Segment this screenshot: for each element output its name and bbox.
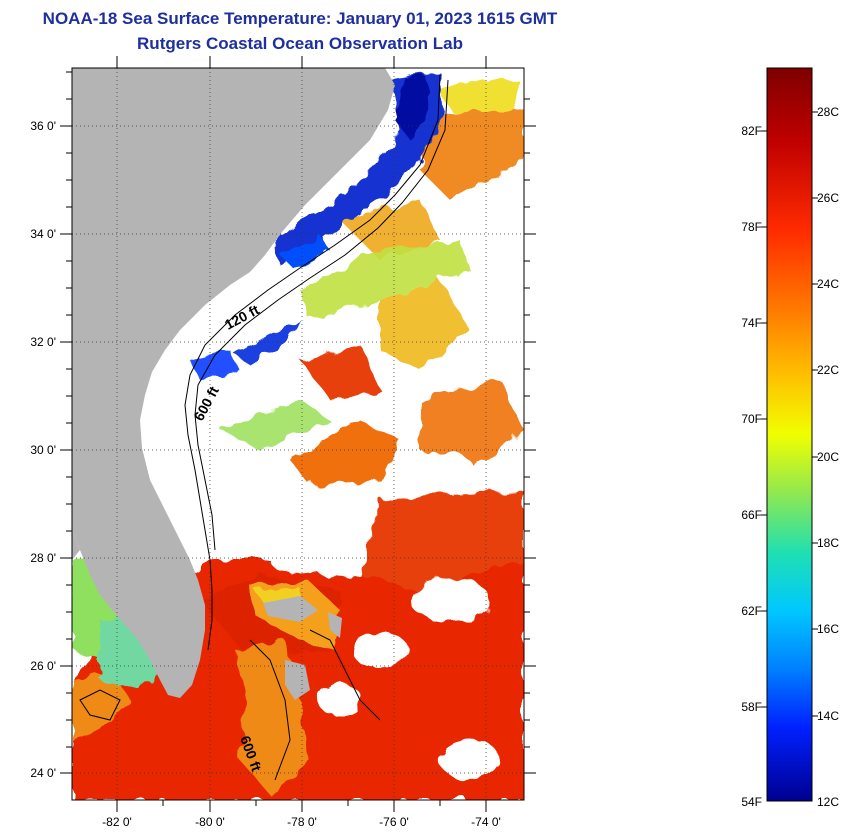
mid-ocean-patches — [290, 100, 524, 485]
fahrenheit-label: 70F — [741, 412, 762, 426]
celsius-label: 28C — [817, 105, 839, 119]
celsius-label: 24C — [817, 277, 839, 291]
latitude-labels: 36 0' 34 0' 32 0' 30 0' 28 0' 26 0' 24 0… — [30, 119, 56, 780]
celsius-label: 16C — [817, 622, 839, 636]
lat-label: 26 0' — [30, 659, 56, 673]
lat-label: 28 0' — [30, 551, 56, 565]
isobath-contours — [79, 74, 449, 781]
axis-ticks — [60, 56, 536, 812]
celsius-label: 20C — [817, 450, 839, 464]
fahrenheit-label: 58F — [741, 700, 762, 714]
map-subtitle: Rutgers Coastal Ocean Observation Lab — [137, 34, 463, 53]
lat-label: 30 0' — [30, 443, 56, 457]
celsius-label: 12C — [817, 795, 839, 809]
celsius-label: 26C — [817, 191, 839, 205]
map-title: NOAA-18 Sea Surface Temperature: January… — [42, 9, 558, 28]
colorbar-celsius-labels: 28C 26C 24C 22C 20C 18C 16C 14C 12C — [817, 105, 839, 809]
celsius-label: 18C — [817, 536, 839, 550]
lon-label: -82 0' — [102, 815, 132, 829]
celsius-label: 14C — [817, 709, 839, 723]
fahrenheit-label: 66F — [741, 508, 762, 522]
lon-label: -74 0' — [471, 815, 501, 829]
fahrenheit-label: 74F — [741, 316, 762, 330]
lat-label: 32 0' — [30, 335, 56, 349]
cloud-patches — [270, 452, 500, 780]
lon-label: -78 0' — [287, 815, 317, 829]
lat-label: 36 0' — [30, 119, 56, 133]
lat-label: 34 0' — [30, 227, 56, 241]
lon-label: -76 0' — [379, 815, 409, 829]
colorbar-ticks — [761, 111, 818, 717]
fahrenheit-label: 62F — [741, 604, 762, 618]
celsius-label: 22C — [817, 363, 839, 377]
colorbar-gradient — [766, 67, 813, 802]
fahrenheit-label: 82F — [741, 124, 762, 138]
lat-label: 24 0' — [30, 766, 56, 780]
colorbar-fahrenheit-labels: 82F 78F 74F 70F 66F 62F 58F 54F — [741, 124, 762, 809]
lat-lon-grid — [72, 68, 524, 800]
landmass — [72, 68, 395, 700]
colorbar: 82F 78F 74F 70F 66F 62F 58F 54F 28C 26C … — [741, 67, 839, 809]
map-area — [72, 68, 524, 800]
fahrenheit-label: 78F — [741, 220, 762, 234]
longitude-labels: -82 0' -80 0' -78 0' -76 0' -74 0' — [102, 815, 501, 829]
lon-label: -80 0' — [195, 815, 225, 829]
cold-coastal-water — [190, 72, 445, 380]
map-frame — [71, 67, 525, 801]
fahrenheit-label: 54F — [741, 795, 762, 809]
